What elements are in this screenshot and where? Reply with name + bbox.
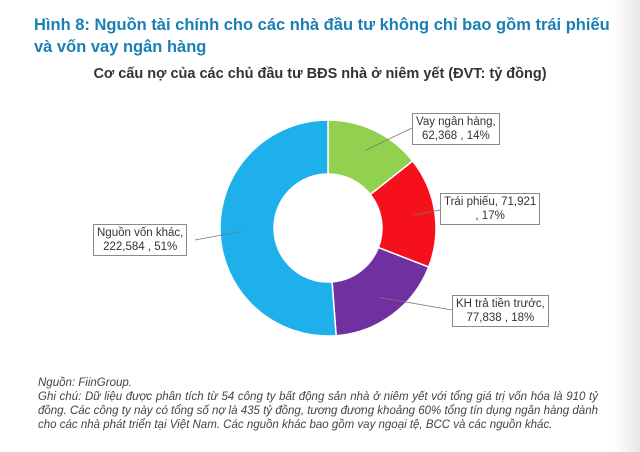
label-line: 77,838 , 18%	[466, 312, 535, 324]
source-note: Nguồn: FiinGroup.	[38, 377, 132, 389]
leader-line	[413, 209, 441, 216]
donut-slice-kh-trả-tiền-trước	[331, 246, 430, 337]
footnote: Ghi chú: Dữ liệu được phân tích từ 54 cô…	[38, 391, 598, 431]
leader-line	[365, 127, 413, 151]
label-line: Nguồn vốn khác,	[97, 227, 184, 239]
label-line: Vay ngân hàng,	[416, 116, 496, 128]
notes: Nguồn: FiinGroup. Ghi chú: Dữ liệu được …	[38, 376, 598, 432]
data-label-nguon-von-khac: Nguồn vốn khác, 222,584 , 51%	[93, 224, 188, 256]
leader-line	[379, 297, 453, 311]
data-label-kh-tra-tien-truoc: KH trả tiền trước, 77,838 , 18%	[452, 295, 549, 327]
label-line: KH trả tiền trước,	[456, 298, 545, 310]
label-line: Trái phiếu, 71,921	[444, 196, 537, 208]
page-edge-shadow	[614, 0, 640, 452]
label-line: 62,368 , 14%	[421, 130, 490, 142]
label-line: 222,584 , 51%	[103, 241, 178, 253]
label-line: , 17%	[475, 210, 505, 222]
chart-title: Cơ cấu nợ của các chủ đầu tư BĐS nhà ở n…	[93, 66, 547, 82]
data-label-vay-ngan-hang: Vay ngân hàng, 62,368 , 14%	[412, 113, 500, 145]
leader-line	[194, 230, 242, 241]
figure-title: Hình 8: Nguồn tài chính cho các nhà đầu …	[34, 16, 610, 56]
data-label-trai-phieu: Trái phiếu, 71,921 , 17%	[440, 193, 541, 225]
donut-slice-nguồn-vốn-khác	[219, 119, 337, 337]
